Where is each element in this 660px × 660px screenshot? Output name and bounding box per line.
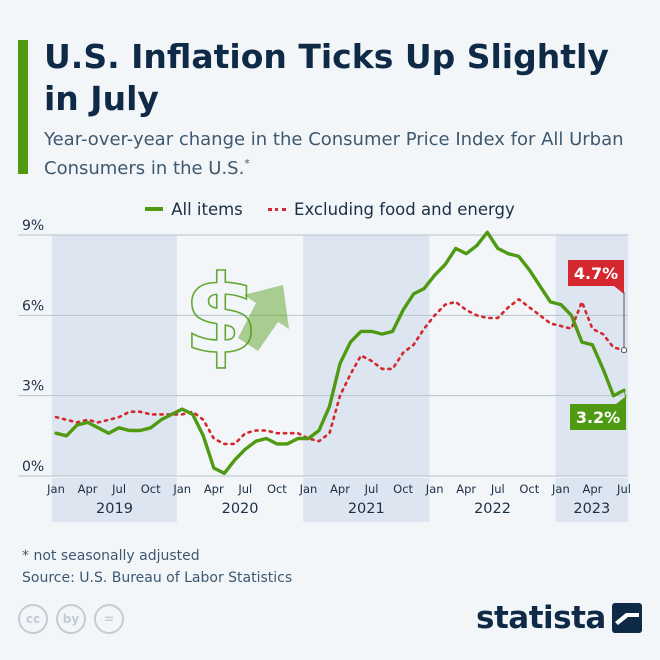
callout-box-core: [568, 260, 624, 286]
footnote-note: * not seasonally adjusted: [22, 548, 200, 564]
subtitle: Year-over-year change in the Consumer Pr…: [44, 128, 644, 181]
series-line-core: [54, 297, 626, 446]
y-tick-label: 3%: [22, 379, 44, 395]
x-tick-label: Jan: [172, 482, 191, 496]
x-tick-label: Apr: [582, 482, 602, 496]
x-tick-label: Jul: [490, 482, 505, 496]
year-label-2020: 2020: [222, 501, 259, 517]
x-tick-label: Oct: [393, 482, 413, 496]
accent-bar: [18, 40, 28, 174]
up-arrow-icon: [238, 285, 289, 351]
x-tick-label: Jul: [364, 482, 379, 496]
callout-dot-core: [620, 347, 628, 354]
year-band-axis-2023: [555, 478, 628, 522]
x-tick-label: Apr: [204, 482, 224, 496]
legend-swatch-dotted: [268, 208, 287, 211]
legend: All items Excluding food and energy: [0, 196, 660, 219]
license-icons: cc by =: [18, 604, 132, 634]
x-tick-label: Oct: [519, 482, 539, 496]
legend-item-all-items[interactable]: All items: [145, 200, 243, 219]
subtitle-text: Year-over-year change in the Consumer Pr…: [44, 129, 624, 179]
year-band-axis-2019: [52, 478, 177, 522]
callout-pointer-core: [614, 286, 624, 294]
x-tick-label: Jan: [551, 482, 570, 496]
inflation-line-chart: 2019 2020 2021 2022 2023 0% 3% 6% 9% Jan Apr Jul Oct…: [18, 218, 631, 522]
series-line-all-items: [54, 230, 626, 475]
x-tick-label: Oct: [267, 482, 287, 496]
subtitle-mark: *: [244, 157, 250, 170]
y-tick-label: 9%: [22, 218, 44, 234]
legend-label-core: Excluding food and energy: [294, 200, 515, 219]
x-tick-label: Apr: [456, 482, 476, 496]
statista-mark-icon: [611, 603, 642, 633]
callout-label-all-items: 3.2%: [576, 408, 620, 427]
page-title: U.S. Inflation Ticks Up Slightly in July: [44, 37, 609, 118]
y-tick-label: 0%: [22, 459, 44, 475]
callout-leader-all-items: [623, 390, 627, 399]
footnote-block: * not seasonally adjusted Source: U.S. B…: [22, 545, 292, 589]
x-tick-label: Jan: [46, 482, 65, 496]
callout-box-all-items: [570, 404, 626, 430]
callout-label-core: 4.7%: [574, 264, 618, 283]
x-tick-label: Apr: [78, 482, 98, 496]
creative-commons-icon[interactable]: cc: [18, 604, 48, 634]
statista-logo[interactable]: statista: [476, 600, 642, 636]
year-band-plot-2021: [303, 235, 430, 476]
dollar-sign-icon: $: [183, 253, 258, 378]
year-band-axis-2021: [303, 478, 430, 522]
attribution-icon[interactable]: by: [56, 604, 86, 634]
no-derivatives-icon[interactable]: =: [94, 604, 124, 634]
year-label-2023: 2023: [573, 501, 610, 517]
x-tick-label: Oct: [141, 482, 161, 496]
x-tick-label: Apr: [330, 482, 350, 496]
legend-swatch-solid: [145, 207, 164, 211]
legend-item-core[interactable]: Excluding food and energy: [268, 200, 515, 219]
x-tick-label: Jan: [299, 482, 318, 496]
year-label-2021: 2021: [348, 501, 385, 517]
y-tick-label: 6%: [22, 298, 44, 314]
callout-pointer-all-items: [616, 396, 626, 404]
year-label-2022: 2022: [474, 501, 511, 517]
x-tick-label: Jul: [111, 482, 126, 496]
footnote-source: Source: U.S. Bureau of Labor Statistics: [22, 570, 293, 586]
x-tick-label: Jan: [425, 482, 444, 496]
x-tick-label: Jul: [616, 482, 631, 496]
brand-name: statista: [476, 600, 606, 636]
x-tick-label: Jul: [237, 482, 252, 496]
year-label-2019: 2019: [96, 501, 133, 517]
year-band-plot-2019: [52, 235, 177, 476]
legend-label-all-items: All items: [171, 199, 243, 219]
